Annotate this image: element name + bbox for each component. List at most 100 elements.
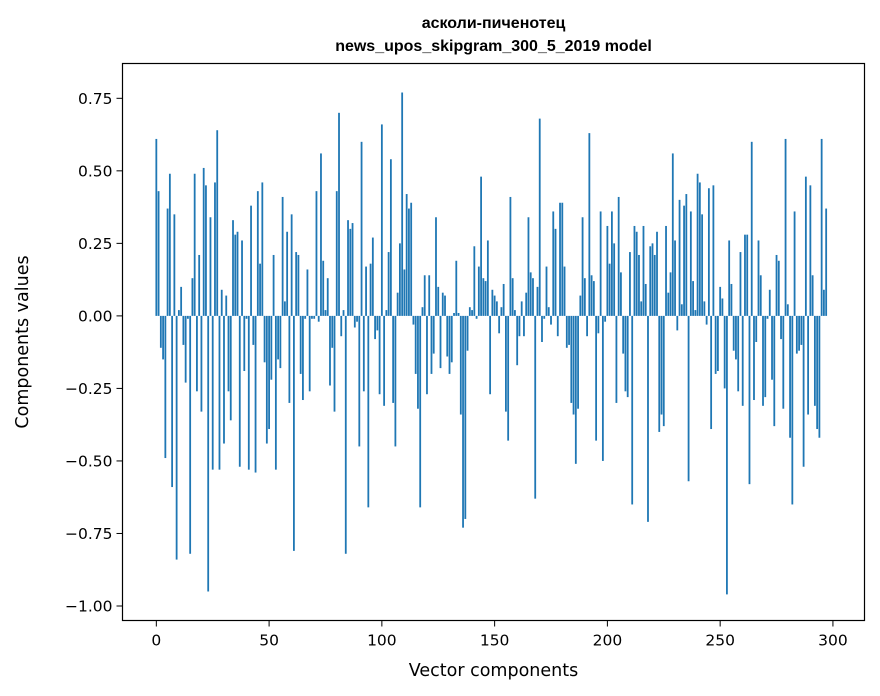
- bar: [234, 234, 237, 316]
- bar: [430, 315, 433, 374]
- bar: [211, 315, 214, 470]
- bar: [162, 315, 164, 360]
- bar: [532, 278, 534, 316]
- bar: [818, 315, 821, 438]
- bar: [606, 225, 609, 316]
- bar: [371, 237, 374, 316]
- y-tick-label: −0.25: [65, 380, 113, 398]
- bar: [694, 310, 697, 316]
- bar: [387, 252, 390, 316]
- bar: [707, 188, 710, 316]
- bar: [780, 315, 782, 340]
- bar: [218, 315, 221, 470]
- bar: [426, 315, 428, 395]
- bar: [259, 263, 261, 316]
- bar: [748, 315, 751, 485]
- bar: [311, 315, 313, 319]
- bar: [556, 315, 559, 337]
- bar: [351, 223, 354, 316]
- bar: [669, 272, 672, 316]
- x-tick-label: 150: [480, 632, 510, 650]
- bar: [243, 315, 246, 372]
- bar: [394, 315, 397, 447]
- bar: [577, 315, 579, 409]
- y-tick-label: 0.75: [78, 90, 113, 108]
- bar: [191, 278, 194, 316]
- bar: [759, 275, 762, 316]
- bar: [696, 173, 699, 316]
- bar: [313, 315, 316, 319]
- bar: [473, 246, 476, 316]
- bar: [784, 138, 787, 316]
- bar: [333, 315, 336, 412]
- bar: [500, 307, 503, 316]
- y-tick-label: −1.00: [65, 597, 113, 615]
- bar: [717, 315, 719, 372]
- bar: [588, 133, 591, 316]
- bar: [414, 315, 417, 374]
- bar: [252, 315, 255, 345]
- bar: [538, 118, 541, 316]
- bar: [746, 234, 749, 316]
- bar: [322, 260, 325, 316]
- x-tick-label: 300: [818, 632, 848, 650]
- bar: [342, 310, 345, 316]
- bar: [523, 315, 525, 337]
- bar: [541, 315, 543, 342]
- bar: [795, 315, 798, 354]
- bar: [820, 138, 823, 316]
- bar: [245, 315, 248, 319]
- bar: [261, 182, 264, 316]
- bar: [247, 315, 250, 470]
- bar: [378, 315, 381, 395]
- bar: [498, 315, 501, 334]
- bar: [389, 159, 392, 316]
- bar: [380, 124, 383, 316]
- bar: [692, 281, 694, 316]
- bar: [385, 310, 388, 316]
- bar: [730, 283, 733, 316]
- bar: [658, 315, 661, 432]
- bar: [423, 275, 426, 316]
- bar: [200, 315, 203, 412]
- bar: [802, 315, 805, 467]
- bar: [412, 315, 415, 325]
- bar: [356, 315, 358, 322]
- bar: [572, 315, 575, 415]
- bar: [444, 295, 446, 316]
- y-tick-label: 0.25: [78, 235, 113, 253]
- bar: [547, 307, 550, 316]
- bar: [757, 240, 760, 316]
- bar: [714, 315, 717, 374]
- bar: [536, 286, 539, 316]
- bar: [638, 254, 640, 316]
- bar: [662, 315, 665, 427]
- bar: [281, 196, 284, 316]
- bar: [225, 295, 228, 316]
- bar: [811, 275, 814, 316]
- bar: [570, 315, 573, 403]
- bar: [631, 315, 634, 505]
- bar: [466, 315, 469, 351]
- bar: [581, 217, 584, 316]
- bar: [622, 315, 625, 354]
- bar: [629, 252, 631, 316]
- bar: [290, 214, 293, 316]
- bar: [166, 208, 169, 316]
- bar: [486, 240, 489, 316]
- bar: [353, 315, 356, 328]
- bar: [392, 315, 395, 403]
- bar: [651, 243, 654, 316]
- bar: [401, 92, 404, 316]
- bar: [360, 141, 363, 316]
- bar: [159, 315, 162, 348]
- bar: [405, 194, 408, 316]
- bar: [599, 211, 602, 316]
- x-tick-label: 200: [593, 632, 623, 650]
- bar: [601, 315, 604, 461]
- bar: [687, 315, 690, 482]
- bar: [527, 217, 530, 316]
- bar: [676, 315, 679, 331]
- bar: [223, 315, 225, 444]
- bar: [635, 231, 638, 316]
